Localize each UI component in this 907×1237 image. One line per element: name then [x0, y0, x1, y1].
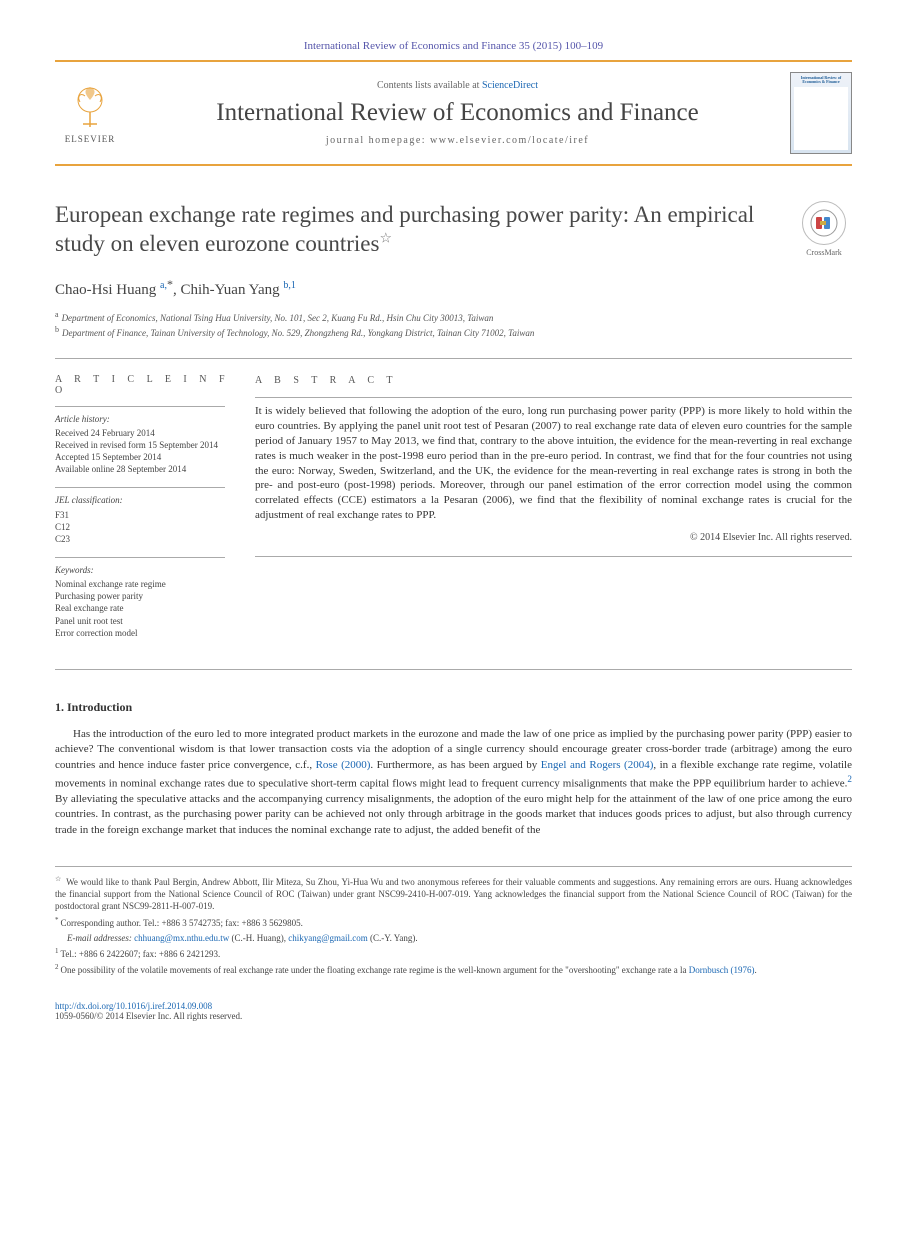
issn-copyright: 1059-0560/© 2014 Elsevier Inc. All right…	[55, 1011, 852, 1021]
elsevier-logo: ELSEVIER	[55, 76, 125, 151]
jel-label: JEL classification:	[55, 494, 235, 506]
abstract-heading: A B S T R A C T	[255, 374, 852, 388]
footnotes-block: ☆ We would like to thank Paul Bergin, An…	[55, 866, 852, 976]
affiliations: aDepartment of Economics, National Tsing…	[55, 309, 852, 340]
sciencedirect-link[interactable]: ScienceDirect	[482, 80, 538, 91]
running-header: International Review of Economics and Fi…	[55, 40, 852, 52]
author: Chih-Yuan Yang b,1	[180, 282, 295, 298]
crossmark-badge[interactable]: CrossMark	[796, 201, 852, 257]
citation-link[interactable]: Dornbusch (1976)	[689, 965, 755, 975]
doi-link[interactable]: http://dx.doi.org/10.1016/j.iref.2014.09…	[55, 1001, 212, 1011]
elsevier-label: ELSEVIER	[65, 134, 116, 144]
footnote-marker: 2	[55, 963, 59, 971]
email-link[interactable]: chhuang@mx.nthu.edu.tw	[134, 933, 229, 943]
journal-title: International Review of Economics and Fi…	[125, 99, 790, 127]
contents-available: Contents lists available at ScienceDirec…	[125, 80, 790, 91]
author: Chao-Hsi Huang a,*	[55, 282, 173, 298]
title-footnote-marker: ☆	[379, 231, 392, 246]
masthead: ELSEVIER Contents lists available at Sci…	[55, 60, 852, 166]
abstract-text: It is widely believed that following the…	[255, 404, 852, 523]
journal-cover-thumbnail: International Review of Economics & Fina…	[790, 72, 852, 154]
article-info-heading: A R T I C L E I N F O	[55, 374, 235, 396]
history-label: Article history:	[55, 413, 235, 425]
article-title: European exchange rate regimes and purch…	[55, 201, 796, 259]
footnote-marker: *	[55, 916, 59, 924]
journal-homepage: journal homepage: www.elsevier.com/locat…	[125, 135, 790, 146]
abstract-column: A B S T R A C T It is widely believed th…	[255, 374, 852, 651]
email-link[interactable]: chikyang@gmail.com	[288, 933, 368, 943]
divider	[55, 358, 852, 359]
footnote-marker: ☆	[55, 875, 62, 883]
section-1-heading: 1. Introduction	[55, 700, 852, 715]
footnote-marker: 1	[55, 947, 59, 955]
abstract-copyright: © 2014 Elsevier Inc. All rights reserved…	[255, 531, 852, 545]
article-info-column: A R T I C L E I N F O Article history: R…	[55, 374, 255, 651]
citation-link[interactable]: Engel and Rogers (2004)	[541, 759, 654, 771]
citation-link[interactable]: Rose (2000)	[316, 759, 371, 771]
author-list: Chao-Hsi Huang a,*, Chih-Yuan Yang b,1	[55, 277, 852, 299]
footnote-link-2[interactable]: 2	[847, 774, 852, 784]
keywords-label: Keywords:	[55, 564, 235, 576]
introduction-body: Has the introduction of the euro led to …	[55, 727, 852, 838]
page-footer: http://dx.doi.org/10.1016/j.iref.2014.09…	[55, 1001, 852, 1021]
divider	[55, 669, 852, 670]
crossmark-icon	[802, 201, 846, 245]
